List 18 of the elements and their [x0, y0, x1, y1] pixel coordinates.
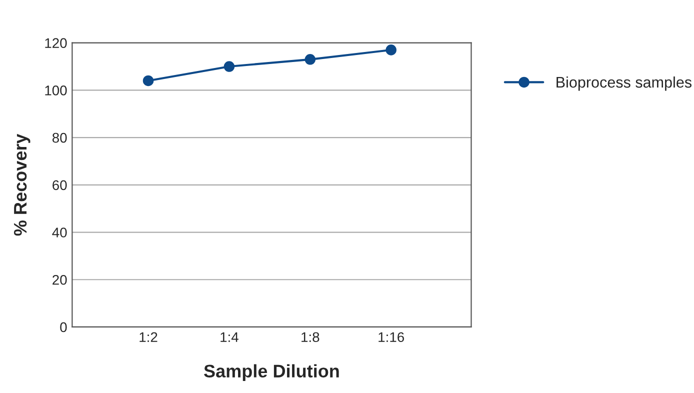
y-tick-label: 60: [52, 180, 67, 190]
y-tick-label: 20: [52, 274, 67, 285]
x-tick-label: 1:16: [378, 332, 404, 342]
legend-label: Bioprocess samples: [556, 76, 692, 91]
x-tick-label: 1:2: [140, 332, 158, 342]
point: [142, 75, 154, 86]
point: [304, 54, 316, 65]
x-tick-label: 1:8: [302, 332, 320, 342]
y-tick-label: 40: [52, 228, 67, 238]
point: [224, 61, 235, 72]
point: [386, 44, 396, 56]
y-tick-label: 100: [45, 86, 67, 96]
y-tick-label: 120: [45, 38, 67, 48]
x-axis-title: Sample Dilution: [204, 364, 339, 382]
y-tick-label: 0: [60, 322, 67, 332]
y-tick-label: 80: [52, 132, 67, 143]
y-axis-title: % Recovery: [14, 134, 30, 236]
x-tick-label: 1:4: [220, 332, 238, 342]
